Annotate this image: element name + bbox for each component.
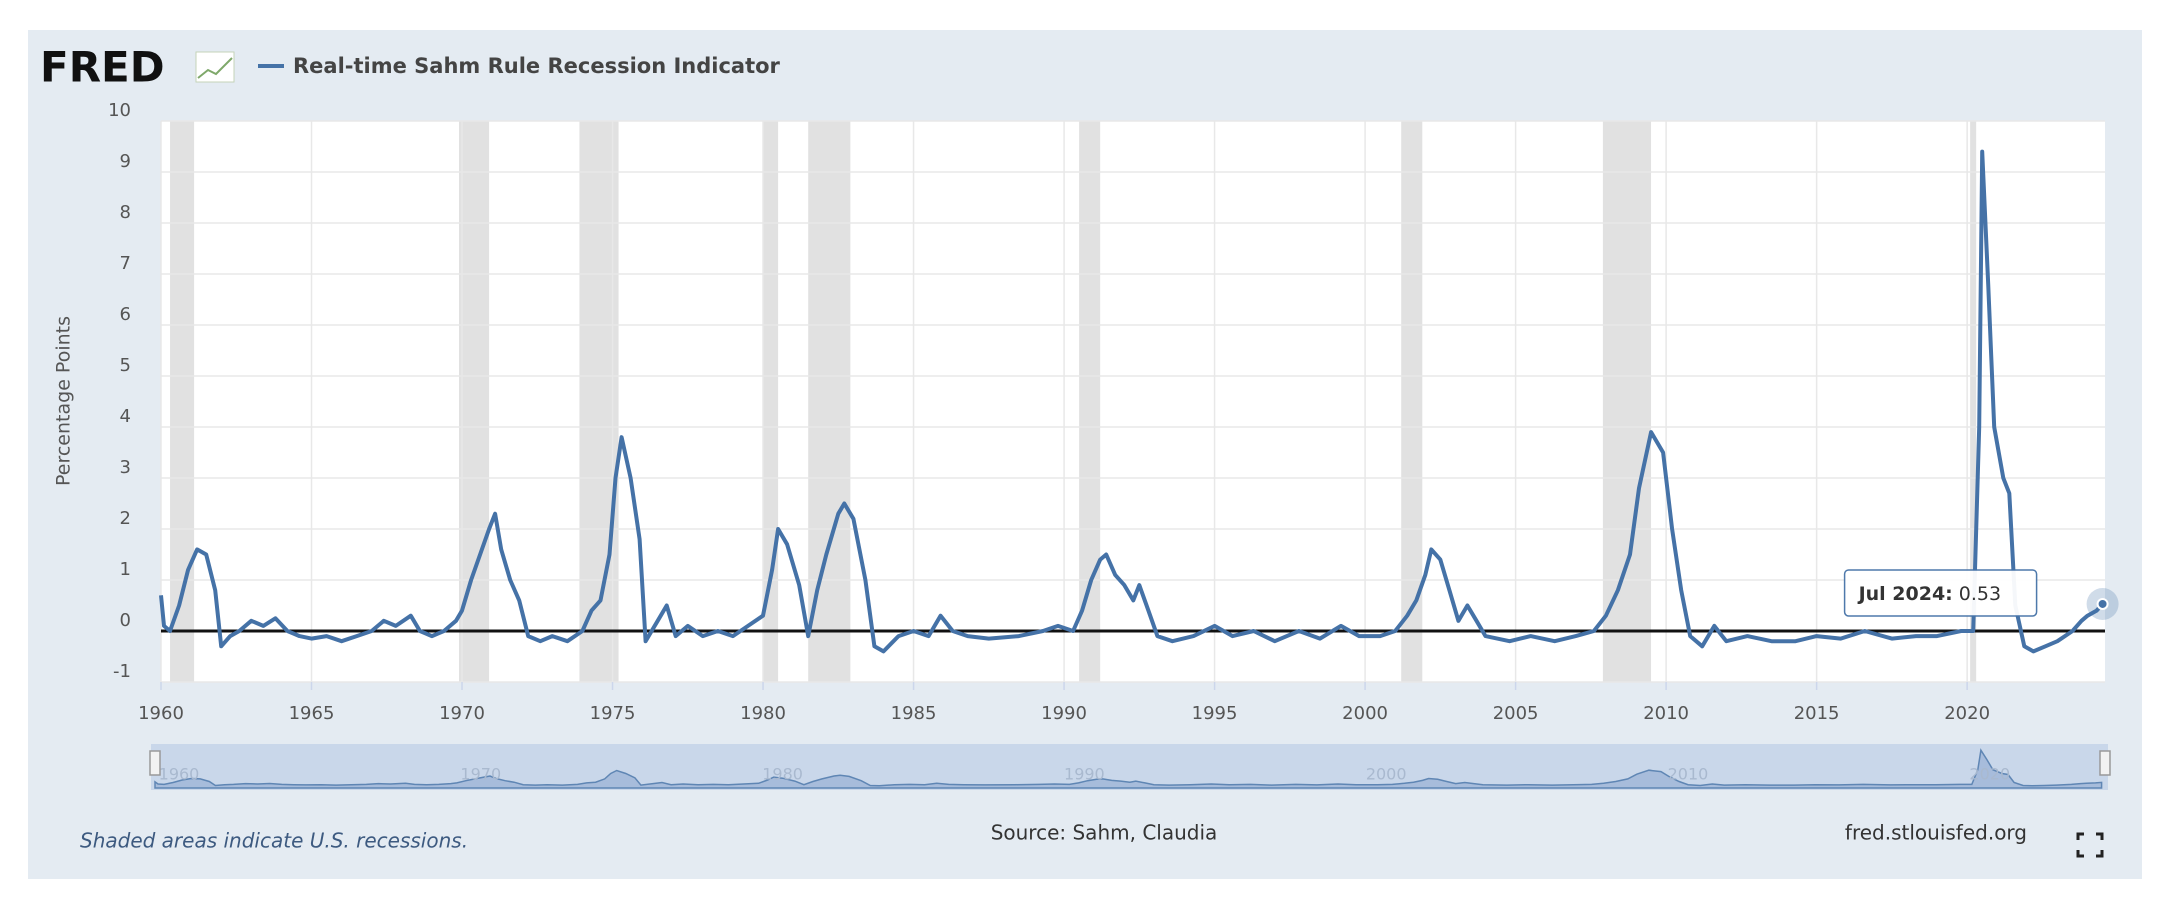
recession-band bbox=[1079, 121, 1101, 682]
recession-band bbox=[1401, 121, 1423, 682]
x-tick-label: 2010 bbox=[1643, 703, 1689, 724]
x-tick-label: 1995 bbox=[1192, 703, 1238, 724]
legend-label: Real-time Sahm Rule Recession Indicator bbox=[293, 54, 781, 78]
y-tick-label: 3 bbox=[120, 457, 131, 478]
y-tick-label: 0 bbox=[120, 610, 131, 631]
recession-band bbox=[1970, 121, 1977, 682]
navigator-label: 1980 bbox=[762, 765, 803, 784]
y-tick-label: 6 bbox=[120, 304, 131, 325]
recession-band bbox=[808, 121, 851, 682]
site-link[interactable]: fred.stlouisfed.org bbox=[1845, 821, 2027, 845]
y-axis-label: Percentage Points bbox=[53, 316, 75, 486]
x-tick-label: 1990 bbox=[1041, 703, 1087, 724]
tooltip-value: 0.53 bbox=[1959, 582, 2001, 604]
y-tick-label: 7 bbox=[120, 253, 131, 274]
x-tick-label: 1960 bbox=[138, 703, 184, 724]
y-tick-label: 8 bbox=[120, 202, 131, 223]
y-tick-label: 5 bbox=[120, 355, 131, 376]
navigator-label: 1960 bbox=[159, 765, 200, 784]
x-tick-label: 1965 bbox=[289, 703, 335, 724]
y-tick-label: 2 bbox=[120, 508, 131, 529]
y-tick-label: 1 bbox=[120, 559, 131, 580]
y-tick-label: 9 bbox=[120, 151, 131, 172]
x-tick-label: 1975 bbox=[590, 703, 636, 724]
y-tick-label: -1 bbox=[113, 661, 131, 682]
series-line bbox=[159, 149, 2105, 654]
tooltip-box bbox=[1843, 569, 2038, 617]
navigator-label: 1990 bbox=[1064, 765, 1105, 784]
source: Source: Sahm, Claudia bbox=[991, 821, 1218, 845]
footnote: Shaded areas indicate U.S. recessions. bbox=[80, 829, 468, 853]
navigator-label: 2000 bbox=[1366, 765, 1407, 784]
navigator-label: 2020 bbox=[1969, 765, 2010, 784]
x-tick-label: 1970 bbox=[439, 703, 485, 724]
recession-band bbox=[459, 121, 490, 682]
x-tick-label: 2005 bbox=[1493, 703, 1539, 724]
navigator-handle[interactable] bbox=[2099, 750, 2111, 776]
navigator-handle[interactable] bbox=[149, 750, 161, 776]
hover-point bbox=[2096, 597, 2109, 610]
navigator-label: 1970 bbox=[460, 765, 501, 784]
fullscreen-icon[interactable] bbox=[2076, 832, 2104, 858]
navigator-label: 2010 bbox=[1668, 765, 1709, 784]
x-tick-label: 2000 bbox=[1342, 703, 1388, 724]
tooltip-text: Jul 2024: 0.53 bbox=[1857, 582, 2002, 604]
navigator-area bbox=[154, 748, 2103, 789]
x-tick-label: 2015 bbox=[1794, 703, 1840, 724]
x-tick-label: 1985 bbox=[891, 703, 937, 724]
x-tick-label: 1980 bbox=[740, 703, 786, 724]
logo: FRED bbox=[40, 43, 165, 92]
y-tick-label: 4 bbox=[120, 406, 131, 427]
y-tick-label: 10 bbox=[108, 100, 131, 121]
tooltip-date: Jul 2024: bbox=[1857, 582, 1953, 604]
x-tick-label: 2020 bbox=[1944, 703, 1990, 724]
logo-icon bbox=[195, 51, 235, 83]
recession-band bbox=[1602, 121, 1652, 682]
